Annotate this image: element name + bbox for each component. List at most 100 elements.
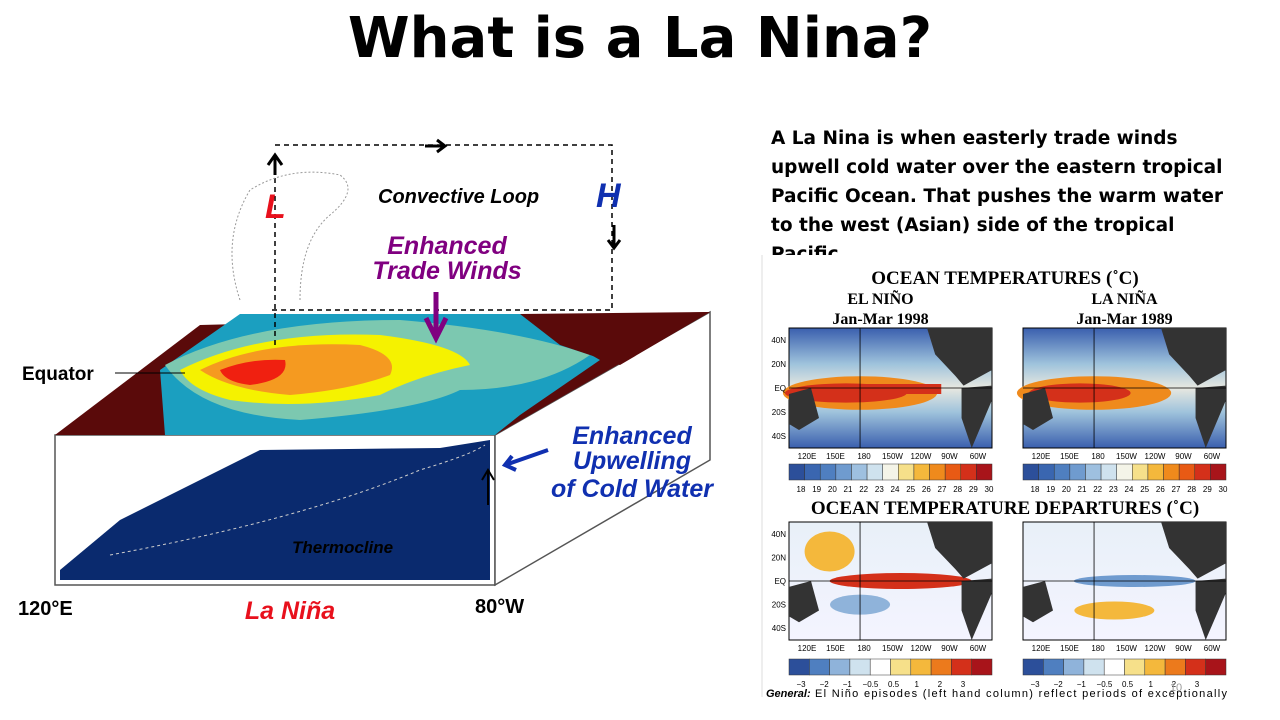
lat-tick: 40S: [772, 432, 786, 441]
colorbar-cell: [898, 463, 915, 481]
colorbar-label: −0.5: [863, 680, 879, 689]
caption: El Niño episodes (left hand column) refl…: [815, 688, 1228, 700]
colorbar-cell: [788, 658, 810, 676]
colorbar-cell: [890, 658, 912, 676]
warm-anomaly: [804, 531, 855, 572]
colorbar-label: 18: [797, 485, 806, 494]
colorbar-label: 28: [953, 485, 962, 494]
lon-tick: 150W: [882, 644, 903, 653]
la-nina-label: La Niña: [245, 597, 335, 625]
colorbar-cell: [944, 463, 962, 481]
lon-tick: 150E: [1060, 452, 1079, 461]
colorbar-label: 29: [969, 485, 978, 494]
land: [789, 581, 819, 623]
colorbar-cell: [1103, 658, 1125, 676]
colorbar-cell: [829, 658, 851, 676]
colorbar-cell: [869, 658, 891, 676]
lon-tick: 150E: [1060, 644, 1079, 653]
lat-tick: 20S: [772, 601, 786, 610]
upwelling-label: of Cold Water: [551, 475, 714, 503]
colorbar-cell: [1116, 463, 1133, 481]
lon-tick: 120E: [1032, 452, 1051, 461]
colorbar-cell: [910, 658, 932, 676]
colorbar-label: 30: [1219, 485, 1228, 494]
colorbar-cell: [1022, 463, 1039, 481]
land: [789, 388, 819, 430]
land: [1161, 522, 1226, 579]
colorbar-cell: [929, 463, 946, 481]
lat-tick: 40N: [771, 530, 786, 539]
colorbar-cell: [835, 463, 852, 481]
colorbar-label: 2: [1172, 680, 1177, 689]
lon-tick: 90W: [941, 644, 958, 653]
colorbar-cell: [809, 658, 830, 676]
colorbar-cell: [1069, 463, 1086, 481]
land: [1023, 388, 1053, 430]
lat-tick: 20N: [771, 360, 786, 369]
colorbar-cell: [851, 463, 868, 481]
lat-tick: 20S: [772, 408, 786, 417]
lon-tick: 180: [857, 452, 871, 461]
colorbar-cell: [1144, 658, 1166, 676]
colorbar-label: 22: [1093, 485, 1102, 494]
land: [927, 328, 992, 386]
lat-tick: 40N: [771, 336, 786, 345]
convective-loop-label: Convective Loop: [378, 186, 539, 208]
colorbar-cell: [1124, 658, 1146, 676]
departures-title: OCEAN TEMPERATURE DEPARTURES (˚C): [811, 498, 1199, 519]
lon-tick: 150E: [826, 644, 845, 653]
colorbar-label: −2: [1054, 680, 1064, 689]
lon-tick: 180: [1091, 644, 1105, 653]
land: [1023, 581, 1053, 623]
lon-tick: 180: [857, 644, 871, 653]
lon-tick: 150W: [1116, 452, 1137, 461]
colorbar-cell: [1185, 658, 1206, 676]
colorbar-cell: [971, 658, 993, 676]
colorbar-label: 1: [914, 680, 919, 689]
equator-label: Equator: [22, 364, 94, 385]
colorbar-label: 23: [1109, 485, 1118, 494]
colorbar-cell: [882, 463, 899, 481]
colorbar-label: 2: [938, 680, 943, 689]
colorbar-cell: [1038, 463, 1055, 481]
lat-tick: EQ: [774, 577, 786, 586]
colorbar-cell: [1085, 463, 1102, 481]
colorbar-cell: [849, 658, 871, 676]
colorbar-label: −1: [1077, 680, 1087, 689]
lon-tick: 150W: [1116, 644, 1137, 653]
colorbar-cell: [1210, 463, 1227, 481]
lon-tick: 60W: [970, 644, 987, 653]
colorbar-label: −0.5: [1097, 680, 1113, 689]
colorbar-label: 3: [961, 680, 966, 689]
colorbar-label: 26: [1156, 485, 1165, 494]
colorbar-label: 24: [891, 485, 900, 494]
colorbar-cell: [1194, 463, 1211, 481]
colorbar-label: 25: [1140, 485, 1149, 494]
warm-anomaly: [1074, 601, 1155, 620]
lon-tick: 120E: [798, 644, 817, 653]
lat-tick: 20N: [771, 553, 786, 562]
ocean-temperature-figure: OCEAN TEMPERATURES (˚C) OCEAN TEMPERATUR…: [761, 255, 1232, 700]
panel-label: EL NIÑO: [847, 289, 913, 308]
colorbar-cell: [1022, 658, 1044, 676]
lon-tick: 120E: [1032, 644, 1051, 653]
colorbar-cell: [866, 463, 883, 481]
trade-winds-label: Enhanced: [387, 232, 507, 260]
colorbar-cell: [1132, 463, 1149, 481]
colorbar-label: 19: [812, 485, 821, 494]
colorbar-label: 30: [985, 485, 994, 494]
west-longitude: 120°E: [18, 598, 73, 620]
panel-label: LA NIÑA: [1091, 289, 1158, 308]
lon-tick: 120W: [1145, 644, 1166, 653]
colorbar-cell: [1164, 658, 1186, 676]
upwelling-label: Enhanced: [572, 422, 692, 450]
colorbar-label: 21: [1078, 485, 1087, 494]
el-nino-tongue: [849, 384, 942, 394]
colorbar-label: 29: [1203, 485, 1212, 494]
la-nina-diagram: Convective Loop L H Enhanced Trade Winds…: [18, 138, 714, 625]
colorbar-label: −3: [1030, 680, 1040, 689]
lon-tick: 60W: [1204, 644, 1221, 653]
lon-tick: 120W: [911, 644, 932, 653]
